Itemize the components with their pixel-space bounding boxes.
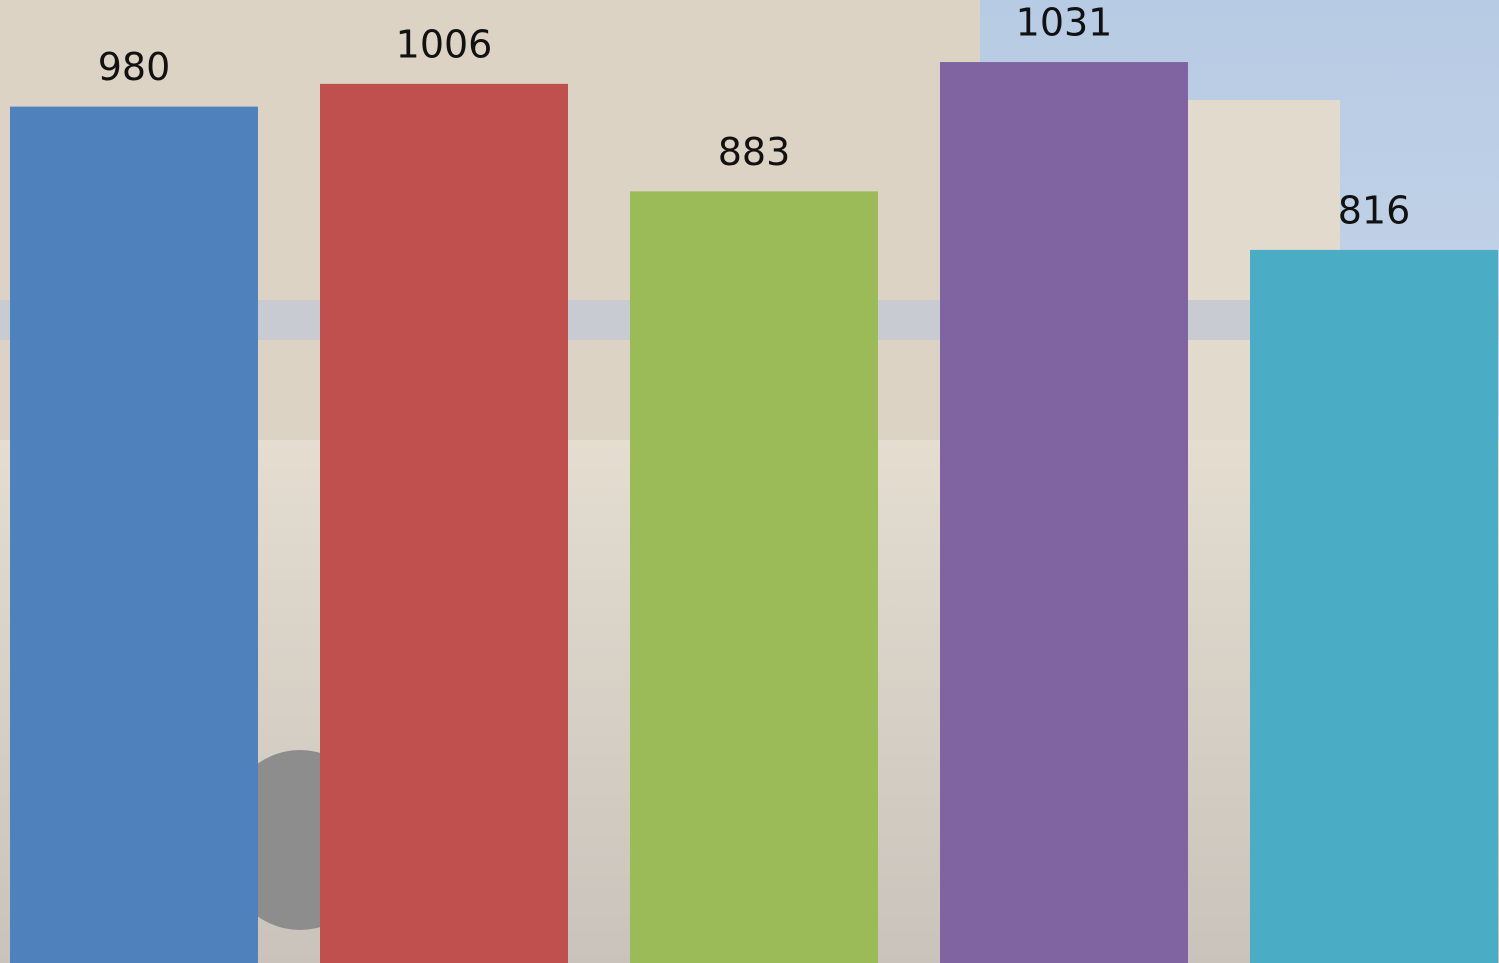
value-label: 816 — [1338, 188, 1411, 232]
bar — [630, 191, 878, 963]
chart: 980 1006 883 1031 816 — [0, 0, 1499, 963]
value-label: 1006 — [396, 22, 493, 66]
bar — [940, 62, 1188, 963]
value-label: 980 — [98, 45, 171, 89]
bar — [1250, 250, 1498, 963]
page: 98010068831031816 (() => { const data = … — [0, 0, 1499, 963]
bar — [320, 84, 568, 963]
value-label: 883 — [718, 130, 791, 174]
value-label: 1031 — [1016, 1, 1113, 45]
bar — [10, 107, 258, 963]
